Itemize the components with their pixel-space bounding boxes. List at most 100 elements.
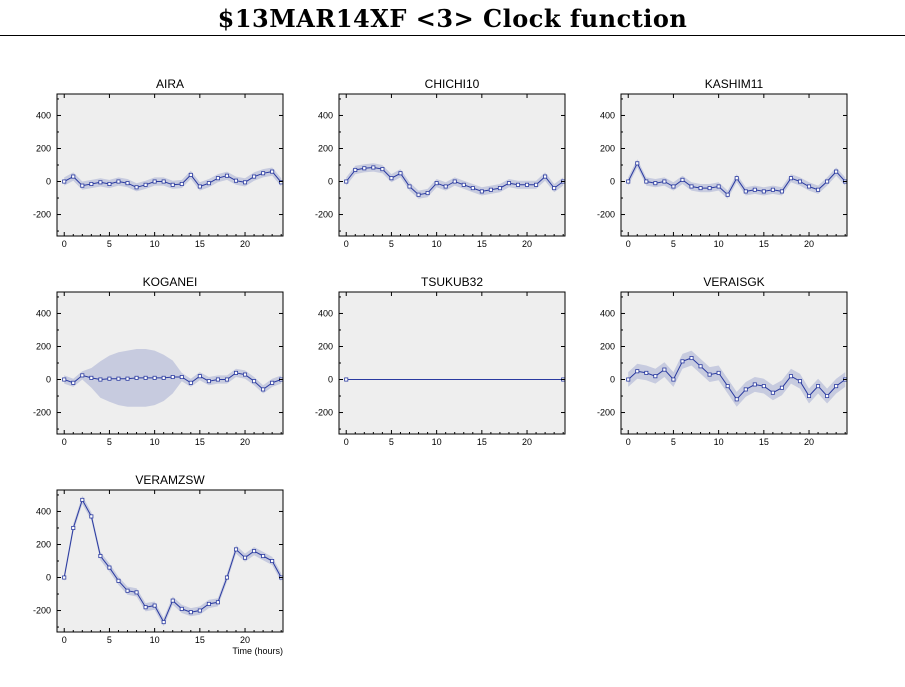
data-point [143, 375, 148, 380]
y-tick-label: 0 [610, 177, 615, 187]
data-point [71, 380, 76, 385]
data-point [107, 565, 112, 570]
data-point [98, 180, 103, 185]
x-tick-label: 10 [714, 239, 724, 249]
chart-title: KASHIM11 [705, 77, 764, 91]
data-point [644, 370, 649, 375]
x-tick-label: 15 [195, 239, 205, 249]
data-point [479, 189, 484, 194]
data-point [179, 181, 184, 186]
y-tick-label: -200 [33, 606, 51, 616]
data-point [653, 374, 658, 379]
plot-area [621, 292, 847, 434]
data-point [788, 176, 793, 181]
data-point [626, 377, 631, 382]
x-tick-label: 20 [522, 239, 532, 249]
data-point [125, 588, 130, 593]
data-point [62, 377, 67, 382]
data-point [161, 620, 166, 625]
data-point [680, 359, 685, 364]
data-point [353, 167, 358, 172]
data-point [797, 179, 802, 184]
x-tick-label: 20 [240, 239, 250, 249]
data-point [807, 184, 812, 189]
data-point [98, 554, 103, 559]
data-point [752, 382, 757, 387]
data-point [716, 184, 721, 189]
x-tick-label: 15 [477, 437, 487, 447]
data-point [389, 176, 394, 181]
plot-content [62, 167, 283, 192]
data-point [233, 178, 238, 183]
data-point [416, 192, 421, 197]
data-point [252, 379, 257, 384]
data-point [461, 182, 466, 187]
data-point [788, 374, 793, 379]
x-tick-label: 0 [62, 239, 67, 249]
chart-panel: -200 0 200 400 0 5 10 15 20 KOGANEI [33, 275, 284, 447]
data-point [743, 189, 748, 194]
data-point [116, 179, 121, 184]
data-point [770, 187, 775, 192]
data-point [344, 179, 349, 184]
data-point [197, 184, 202, 189]
data-point [725, 384, 730, 389]
data-point [626, 179, 631, 184]
data-point [270, 169, 275, 174]
data-point [371, 165, 376, 170]
y-tick-label: 200 [318, 341, 333, 351]
x-tick-label: 20 [240, 635, 250, 645]
x-tick-label: 10 [432, 437, 442, 447]
y-tick-label: 0 [46, 177, 51, 187]
data-point [107, 376, 112, 381]
y-tick-label: 200 [36, 341, 51, 351]
chart-title: TSUKUB32 [421, 275, 483, 289]
data-point [635, 369, 640, 374]
data-point [152, 603, 157, 608]
data-point [215, 176, 220, 181]
data-point [362, 166, 367, 171]
data-point [380, 167, 385, 172]
x-tick-label: 5 [671, 437, 676, 447]
data-point [71, 174, 76, 179]
data-point [671, 184, 676, 189]
data-point [543, 174, 548, 179]
data-point [470, 186, 475, 191]
x-tick-label: 15 [195, 635, 205, 645]
uncertainty-band [628, 350, 846, 407]
plot-area [339, 292, 565, 434]
data-point [707, 186, 712, 191]
plot-content [62, 349, 283, 407]
data-point [89, 375, 94, 380]
x-tick-label: 10 [714, 437, 724, 447]
chart-title: VERAMZSW [135, 473, 205, 487]
x-tick-label: 5 [389, 239, 394, 249]
data-point [179, 375, 184, 380]
data-point [179, 606, 184, 611]
data-point [261, 171, 266, 176]
y-tick-label: -200 [597, 210, 615, 220]
y-tick-label: 200 [36, 539, 51, 549]
chart-panel: -200 0 200 400 0 5 10 15 20 AIRA [33, 77, 284, 249]
x-tick-label: 15 [759, 437, 769, 447]
data-point [270, 559, 275, 564]
plot-content [626, 159, 847, 199]
chart-panel: -200 0 200 400 0 5 10 15 20 KASHIM11 [597, 77, 848, 249]
data-point [188, 380, 193, 385]
y-tick-label: 400 [36, 308, 51, 318]
x-axis-label: Time (hours) [232, 646, 283, 656]
data-point [116, 376, 121, 381]
data-point [653, 181, 658, 186]
data-point [107, 181, 112, 186]
data-point [707, 372, 712, 377]
data-point [233, 547, 238, 552]
data-point [270, 380, 275, 385]
data-point [116, 578, 121, 583]
y-tick-label: 0 [46, 573, 51, 583]
data-point [224, 173, 229, 178]
data-point [816, 384, 821, 389]
y-tick-label: 200 [600, 143, 615, 153]
x-tick-label: 0 [344, 239, 349, 249]
data-point [716, 370, 721, 375]
data-point [770, 390, 775, 395]
